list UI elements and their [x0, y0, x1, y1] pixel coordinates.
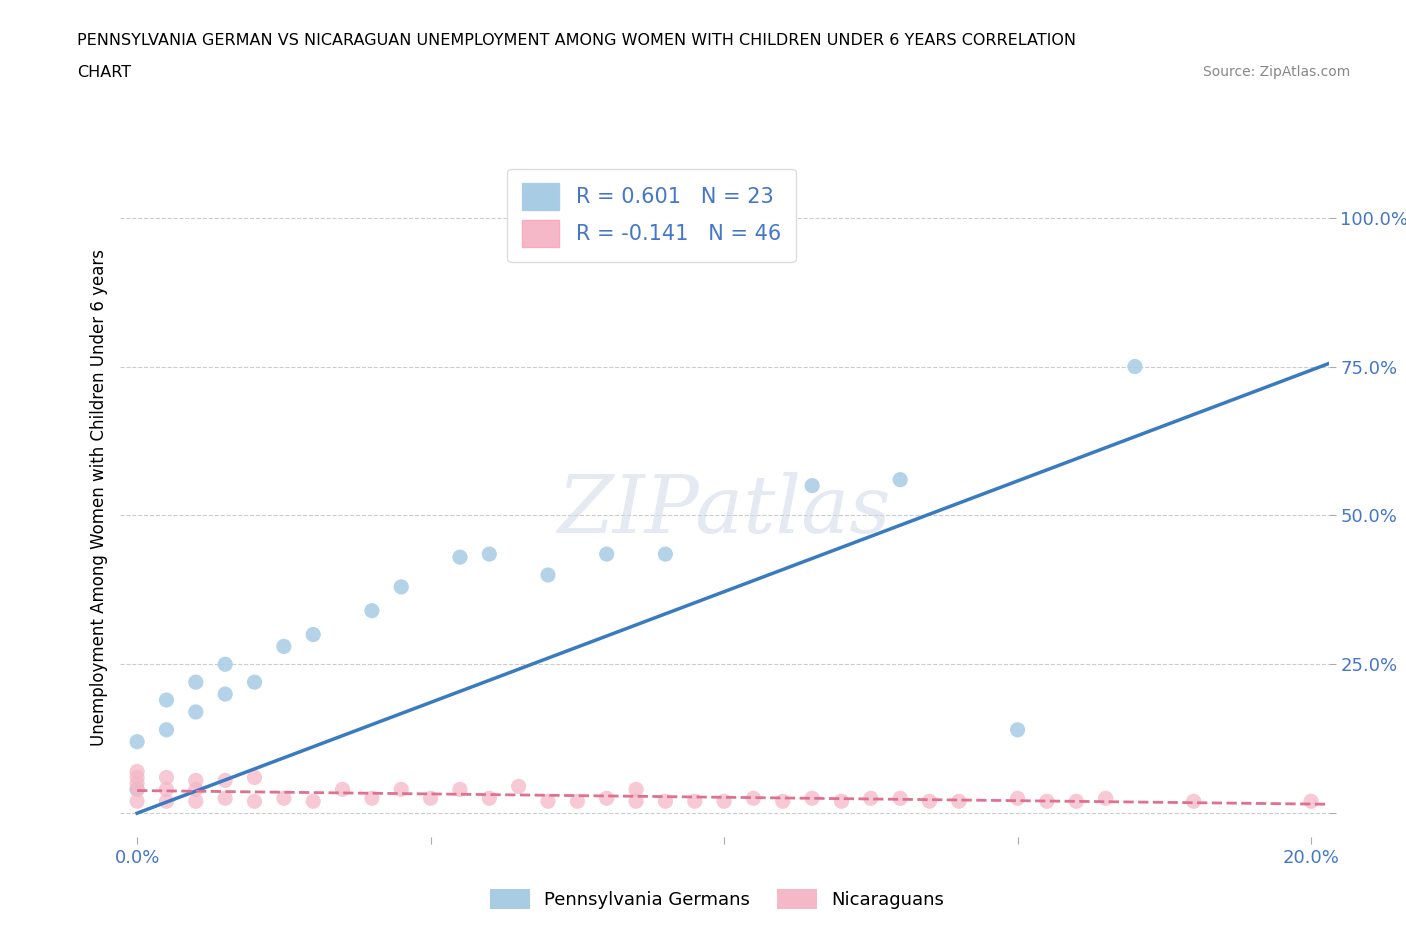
Point — [624, 782, 647, 797]
Point — [184, 794, 207, 809]
Point — [624, 794, 647, 809]
Point — [155, 770, 177, 785]
Point — [302, 794, 325, 809]
Point — [859, 790, 882, 805]
Point — [243, 794, 266, 809]
Point — [214, 686, 236, 701]
Point — [830, 794, 852, 809]
Point — [889, 790, 911, 805]
Point — [654, 794, 676, 809]
Point — [127, 782, 149, 797]
Point — [801, 478, 824, 493]
Point — [478, 790, 501, 805]
Point — [389, 782, 412, 797]
Point — [243, 770, 266, 785]
Point — [1007, 723, 1029, 737]
Point — [361, 790, 384, 805]
Point — [713, 794, 735, 809]
Point — [713, 228, 735, 243]
Point — [155, 782, 177, 797]
Point — [1123, 359, 1146, 374]
Point — [889, 472, 911, 487]
Y-axis label: Unemployment Among Women with Children Under 6 years: Unemployment Among Women with Children U… — [90, 249, 108, 746]
Point — [449, 782, 471, 797]
Point — [596, 547, 619, 562]
Point — [948, 794, 970, 809]
Point — [127, 776, 149, 790]
Point — [184, 773, 207, 788]
Point — [1007, 790, 1029, 805]
Point — [127, 764, 149, 779]
Text: PENNSYLVANIA GERMAN VS NICARAGUAN UNEMPLOYMENT AMONG WOMEN WITH CHILDREN UNDER 6: PENNSYLVANIA GERMAN VS NICARAGUAN UNEMPL… — [77, 33, 1077, 47]
Point — [127, 794, 149, 809]
Point — [478, 547, 501, 562]
Point — [155, 693, 177, 708]
Point — [508, 779, 530, 794]
Point — [537, 567, 560, 582]
Point — [1299, 794, 1322, 809]
Point — [918, 794, 941, 809]
Point — [742, 790, 765, 805]
Point — [389, 579, 412, 594]
Point — [654, 547, 676, 562]
Point — [449, 550, 471, 565]
Point — [683, 794, 706, 809]
Text: Source: ZipAtlas.com: Source: ZipAtlas.com — [1202, 65, 1350, 79]
Point — [127, 770, 149, 785]
Point — [1064, 794, 1087, 809]
Point — [155, 794, 177, 809]
Point — [214, 790, 236, 805]
Legend: R = 0.601   N = 23, R = -0.141   N = 46: R = 0.601 N = 23, R = -0.141 N = 46 — [508, 168, 796, 261]
Point — [361, 604, 384, 618]
Point — [537, 794, 560, 809]
Point — [155, 723, 177, 737]
Point — [596, 790, 619, 805]
Point — [184, 705, 207, 720]
Point — [1094, 790, 1116, 805]
Point — [1182, 794, 1205, 809]
Point — [273, 790, 295, 805]
Text: ZIPatlas: ZIPatlas — [557, 472, 891, 550]
Legend: Pennsylvania Germans, Nicaraguans: Pennsylvania Germans, Nicaraguans — [482, 882, 952, 916]
Point — [214, 657, 236, 671]
Point — [567, 794, 589, 809]
Point — [273, 639, 295, 654]
Point — [332, 782, 354, 797]
Point — [302, 627, 325, 642]
Point — [184, 675, 207, 690]
Text: CHART: CHART — [77, 65, 131, 80]
Point — [214, 773, 236, 788]
Point — [243, 675, 266, 690]
Point — [1036, 794, 1059, 809]
Point — [419, 790, 441, 805]
Point — [127, 735, 149, 750]
Point — [772, 794, 794, 809]
Point — [127, 782, 149, 797]
Point — [184, 782, 207, 797]
Point — [801, 790, 824, 805]
